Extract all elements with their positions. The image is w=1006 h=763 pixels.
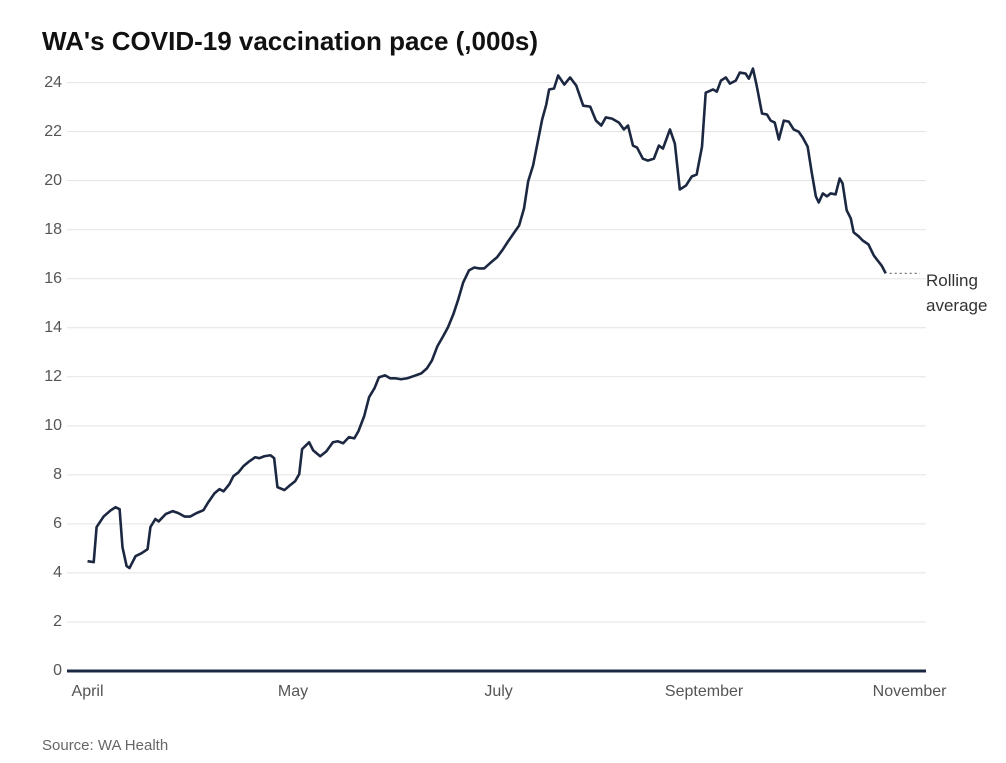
y-tick-label: 20 [44, 172, 62, 189]
y-tick-label: 18 [44, 221, 62, 238]
y-tick-label: 10 [44, 417, 62, 434]
y-tick-label: 4 [53, 564, 62, 581]
x-tick-label: April [72, 683, 104, 700]
y-tick-label: 8 [53, 466, 62, 483]
y-tick-label: 22 [44, 123, 62, 140]
line-annotation: Rolling average [926, 271, 988, 315]
source: Source: WA Health [42, 737, 168, 754]
y-tick-label: 0 [53, 662, 62, 679]
y-tick-label: 14 [44, 319, 62, 336]
chart-title: WA's COVID-19 vaccination pace (,000s) [42, 26, 538, 56]
y-tick-label: 12 [44, 368, 62, 385]
x-tick-label: July [484, 683, 512, 700]
x-tick-label: May [278, 683, 308, 700]
y-tick-label: 2 [53, 613, 62, 630]
y-tick-label: 6 [53, 515, 62, 532]
x-tick-label: November [873, 683, 947, 700]
x-tick-label: September [665, 683, 744, 700]
y-tick-label: 16 [44, 270, 62, 287]
y-tick-label: 24 [44, 74, 62, 91]
data-line [87, 67, 887, 570]
